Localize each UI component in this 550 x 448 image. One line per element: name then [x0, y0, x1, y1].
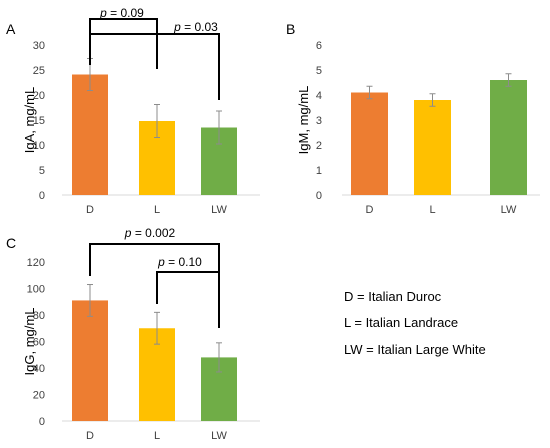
- panel-c-ytick-label: 120: [27, 257, 45, 269]
- panel-a-ytick-label: 5: [39, 165, 45, 177]
- panel-a-p-value-label: p = 0.09: [99, 6, 144, 20]
- panel-c-category-label: D: [86, 430, 94, 442]
- panel-a-category-label: D: [86, 204, 94, 216]
- panel-b-bar-d: [351, 92, 388, 195]
- legend-entry: LW = Italian Large White: [344, 342, 486, 357]
- panel-b-ytick-label: 3: [316, 115, 322, 127]
- panel-c-bar-d: [72, 300, 108, 421]
- panel-c-ytick-label: 80: [33, 310, 45, 322]
- panel-c-category-label: L: [154, 430, 160, 442]
- panel-b-category-label: L: [429, 204, 435, 216]
- panel-c-ytick-label: 60: [33, 337, 45, 349]
- panel-a-p-value-label: p = 0.03: [173, 20, 218, 34]
- panel-b-ytick-label: 2: [316, 140, 322, 152]
- panel-b-category-label: D: [366, 204, 374, 216]
- legend-entry: L = Italian Landrace: [344, 315, 458, 330]
- panel-b-ytick-label: 5: [316, 65, 322, 77]
- panel-b-ytick-label: 1: [316, 165, 322, 177]
- panel-c-ytick-label: 20: [33, 390, 45, 402]
- panel-a-ytick-label: 25: [33, 65, 45, 77]
- panel-a-significance-bracket: [89, 33, 220, 100]
- legend-entry: D = Italian Duroc: [344, 289, 442, 304]
- panel-b-ytick-label: 4: [316, 90, 322, 102]
- panel-a-category-label: L: [154, 204, 160, 216]
- panel-a-ytick-label: 15: [33, 115, 45, 127]
- panel-a-y-axis-label: IgA, mg/mL: [22, 87, 37, 153]
- panel-b-category-label: LW: [501, 204, 517, 216]
- panel-a-ytick-label: 20: [33, 90, 45, 102]
- panel-a-letter: A: [6, 21, 16, 37]
- panel-c-ytick-label: 100: [27, 284, 45, 296]
- panel-b-letter: B: [286, 21, 295, 37]
- panel-c-y-axis-label: IgG, mg/mL: [22, 308, 37, 376]
- panel-a-ytick-label: 10: [33, 140, 45, 152]
- panel-c-category-label: LW: [211, 430, 227, 442]
- panel-c-p-value-label: p = 0.10: [157, 255, 202, 269]
- panel-a-bar-d: [72, 74, 108, 195]
- panel-b-y-axis-label: IgM, mg/mL: [296, 86, 311, 155]
- panel-a-significance-bracket: [89, 18, 158, 69]
- panel-c-ytick-label: 40: [33, 363, 45, 375]
- panel-b-bar-l: [414, 100, 451, 195]
- panel-b-bar-lw: [490, 80, 527, 195]
- panel-c-p-value-label: p = 0.002: [124, 226, 176, 240]
- panel-c-ytick-label: 0: [39, 416, 45, 428]
- panel-c-letter: C: [6, 235, 16, 251]
- panel-b-ytick-label: 0: [316, 190, 322, 202]
- panel-a-ytick-label: 0: [39, 190, 45, 202]
- panel-c-significance-bracket: [156, 271, 220, 328]
- panel-a-ytick-label: 30: [33, 40, 45, 52]
- panel-b-ytick-label: 6: [316, 40, 322, 52]
- panel-a-category-label: LW: [211, 204, 227, 216]
